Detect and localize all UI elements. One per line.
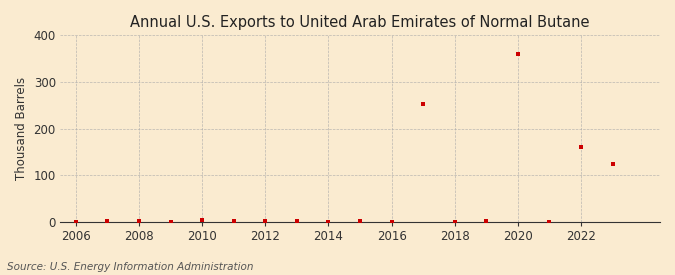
Point [450,219,460,224]
Title: Annual U.S. Exports to United Arab Emirates of Normal Butane: Annual U.S. Exports to United Arab Emira… [130,15,590,30]
Point [576,145,587,150]
Point [228,219,239,223]
Point [260,219,271,223]
Point [165,219,176,224]
Point [102,219,113,223]
Point [134,219,144,223]
Point [70,220,81,224]
Point [323,219,334,224]
Point [544,219,555,224]
Point [386,219,397,224]
Y-axis label: Thousand Barrels: Thousand Barrels [15,77,28,180]
Point [354,219,365,223]
Point [292,219,302,223]
Point [418,102,429,106]
Point [196,218,207,222]
Point [512,52,523,56]
Point [481,219,491,223]
Text: Source: U.S. Energy Information Administration: Source: U.S. Energy Information Administ… [7,262,253,272]
Point [608,162,618,166]
